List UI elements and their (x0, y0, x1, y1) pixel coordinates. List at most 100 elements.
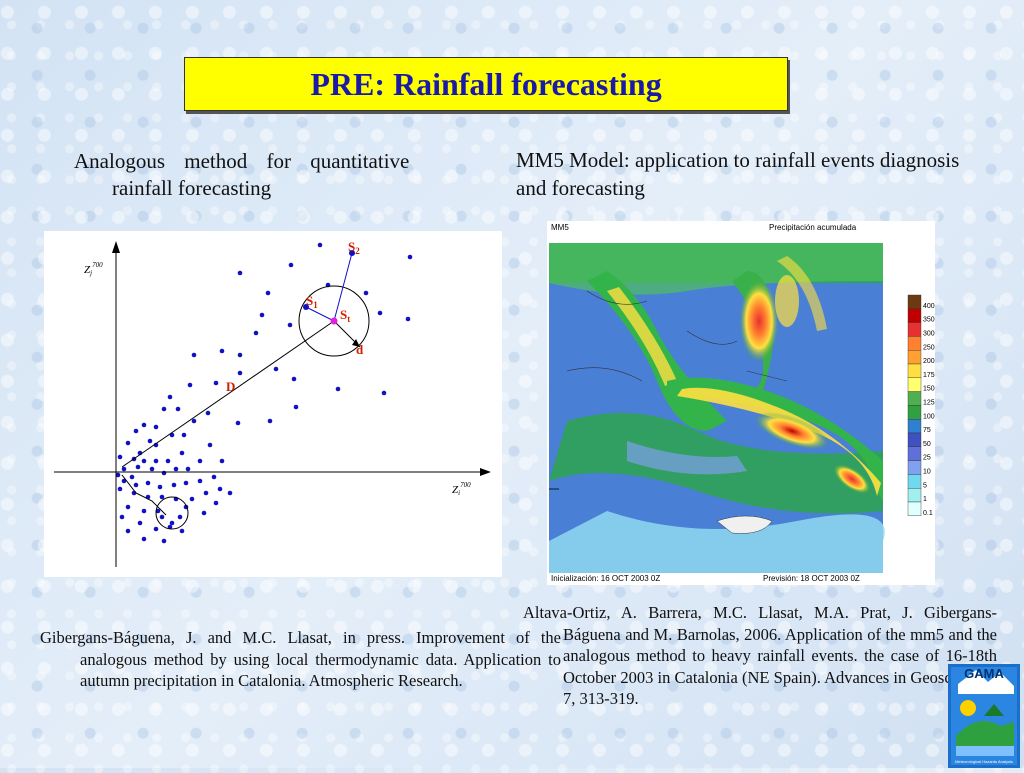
scatter-dot (141, 508, 147, 514)
scatter-dot (213, 380, 219, 386)
scatter-dot (407, 254, 413, 260)
scatter-dot (237, 352, 243, 358)
scatter-dot (265, 290, 271, 296)
scatter-dots (115, 242, 413, 544)
scatter-dot (125, 528, 131, 534)
scatter-dot (201, 510, 207, 516)
label-zj: Zj700 (84, 261, 103, 277)
scatter-dot (381, 390, 387, 396)
legend-label: 175 (923, 372, 935, 379)
reference-right: Altava-Ortiz, A. Barrera, M.C. Llasat, M… (523, 603, 997, 708)
scatter-dot (219, 348, 225, 354)
left-caption: Analogous method for quantitative rainfa… (74, 148, 460, 202)
s2-line (333, 252, 353, 322)
logo-text: GAMA (964, 666, 1004, 681)
legend-label: 250 (923, 344, 935, 351)
scatter-dot (165, 458, 171, 464)
map-field (549, 243, 885, 573)
legend-swatch (907, 405, 922, 420)
legend-label: 400 (923, 303, 935, 310)
legend-swatch (907, 501, 922, 517)
scatter-dot (141, 422, 147, 428)
scatter-dot (288, 262, 294, 268)
legend-label: 5 (923, 482, 927, 489)
scatter-dot (189, 496, 195, 502)
horizontal-axis-arrow (480, 468, 491, 476)
vertical-axis-arrow (112, 241, 120, 253)
map-legend: 400 350 300 250 200 175 150 125 100 75 50 25 10 5 1 0.1 (907, 294, 935, 517)
legend-swatch (907, 294, 922, 310)
scatter-dot (169, 520, 175, 526)
legend-label: 150 (923, 386, 935, 393)
legend-swatch (907, 308, 922, 323)
scatter-dot (121, 466, 127, 472)
scatter-dot (161, 470, 167, 476)
scatter-dot (287, 322, 293, 328)
mm5-precipitation-map: MM5 Precipitación acumulada 400 350 300 250… (547, 221, 935, 585)
s2-point (349, 250, 355, 256)
legend-label: 25 (923, 455, 931, 462)
scatter-dot (253, 330, 259, 336)
scatter-dot (363, 290, 369, 296)
legend-label: 300 (923, 331, 935, 338)
scatter-dot (137, 520, 143, 526)
legend-swatch (907, 363, 922, 379)
legend-label: 100 (923, 413, 935, 420)
reference-left: Gibergans-Báguena, J. and M.C. Llasat, i… (40, 628, 561, 690)
legend-swatch (907, 446, 922, 461)
legend-swatch (907, 391, 922, 406)
scatter-dot (203, 490, 209, 496)
label-d: d (356, 342, 364, 357)
legend-swatch (907, 488, 922, 503)
scatter-dot (119, 514, 125, 520)
scatter-dot (175, 406, 181, 412)
legend-label: 75 (923, 427, 931, 434)
legend-label: 0.1 (923, 510, 933, 517)
legend-label: 200 (923, 358, 935, 365)
slide-title: PRE: Rainfall forecasting (310, 65, 662, 102)
scatter-dot (291, 376, 297, 382)
left-caption-line2: rainfall forecasting (112, 176, 272, 200)
scatter-dot (237, 370, 243, 376)
scatter-dot (161, 406, 167, 412)
scatter-dot (273, 366, 279, 372)
scatter-dot (185, 466, 191, 472)
scatter-dot (117, 454, 123, 460)
scatter-dot (155, 508, 161, 514)
scatter-dot (205, 410, 211, 416)
scatter-dot (317, 242, 323, 248)
scatter-dot (147, 438, 153, 444)
scatter-dot (153, 424, 159, 430)
scatter-dot (171, 482, 177, 488)
scatter-dot (159, 494, 165, 500)
scatter-dot (115, 472, 121, 478)
legend-swatch (907, 377, 922, 392)
scatter-dot (191, 418, 197, 424)
legend-swatch (907, 460, 922, 475)
d-arrow (352, 339, 360, 347)
map-model-label: MM5 (551, 223, 569, 232)
gama-logo: GAMA Meteorological Hazards Analysis (948, 664, 1020, 768)
scatter-dot (167, 524, 173, 530)
scatter-dot (117, 486, 123, 492)
scatter-dot (191, 352, 197, 358)
map-svg: MM5 Precipitación acumulada 400350300250… (549, 223, 935, 583)
legend-label: 10 (923, 469, 931, 476)
scatter-dot (149, 466, 155, 472)
scatter-dot (125, 440, 131, 446)
st-point (330, 317, 338, 325)
scatter-dot (187, 382, 193, 388)
diagram-svg: S2 S1 St d D Zj700 Zi700 (54, 239, 491, 567)
slide-title-box: PRE: Rainfall forecasting (184, 57, 788, 111)
label-zi: Zi700 (452, 481, 471, 497)
analog-circle-bottom (155, 496, 189, 530)
scatter-dot (141, 458, 147, 464)
scatter-dot (219, 458, 225, 464)
legend-swatch (907, 432, 922, 448)
label-st: St (340, 307, 350, 324)
scatter-dot (157, 484, 163, 490)
scatter-dot (377, 310, 383, 316)
scatter-dot (179, 450, 185, 456)
scatter-dot (197, 458, 203, 464)
legend-label: 350 (923, 317, 935, 324)
